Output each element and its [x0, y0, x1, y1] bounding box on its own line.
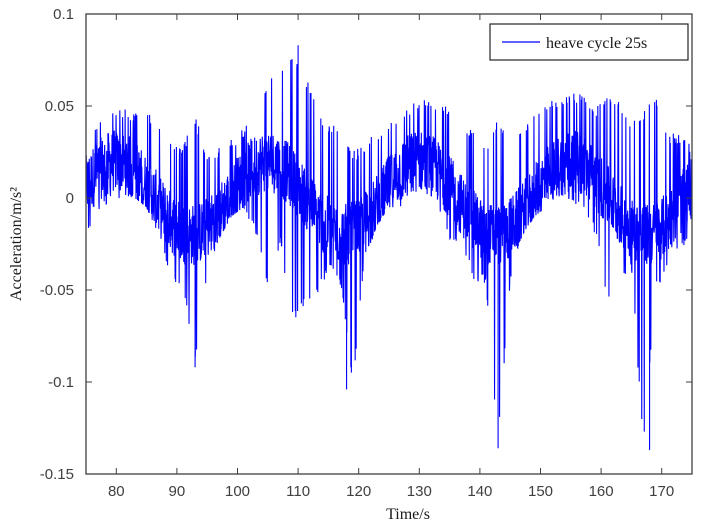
legend-label: heave cycle 25s [546, 35, 647, 52]
y-tick-label: 0.05 [45, 98, 74, 115]
x-tick-label: 80 [108, 483, 125, 500]
y-tick-label: -0.15 [40, 466, 74, 483]
y-tick-label: -0.1 [48, 374, 74, 391]
axes-box [85, 13, 693, 475]
x-tick-label: 120 [346, 483, 371, 500]
x-tick-label: 170 [649, 483, 674, 500]
x-tick-label: 90 [169, 483, 186, 500]
x-tick-label: 160 [589, 483, 614, 500]
signal-path [86, 45, 692, 451]
y-axis-label: Acceleration/m/s² [8, 187, 25, 301]
y-tick-label: 0 [66, 190, 74, 207]
y-axis-ticks: 0.1 0.05 0 -0.05 -0.1 -0.15 [40, 6, 692, 483]
x-tick-label: 140 [467, 483, 492, 500]
x-tick-label: 150 [528, 483, 553, 500]
x-tick-label: 110 [286, 483, 310, 500]
signal-line [86, 45, 692, 451]
x-tick-label: 130 [407, 483, 432, 500]
legend: heave cycle 25s [489, 23, 689, 61]
x-axis-ticks: 80 90 100 110 120 130 140 150 160 170 [108, 14, 674, 500]
y-tick-label: -0.05 [40, 282, 74, 299]
x-tick-label: 100 [225, 483, 250, 500]
y-tick-label: 0.1 [53, 6, 74, 23]
x-axis-label: Time/s [386, 506, 430, 523]
